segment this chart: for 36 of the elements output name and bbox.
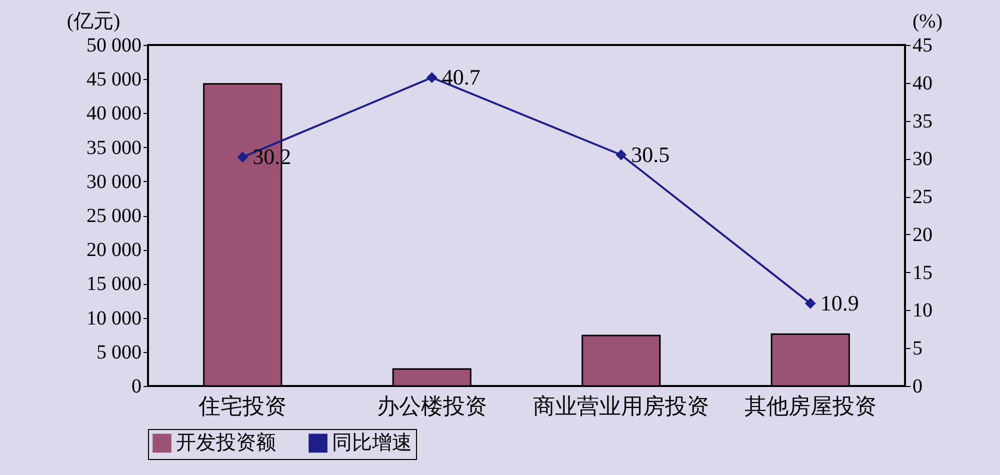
legend-label: 开发投资额 bbox=[176, 432, 276, 454]
data-label: 10.9 bbox=[820, 290, 859, 316]
y-axis-title: (亿元) bbox=[66, 10, 120, 32]
y-tick-label: 50 000 bbox=[86, 34, 142, 56]
y-tick-label: 20 000 bbox=[86, 239, 142, 262]
y-tick-label: 15 000 bbox=[86, 273, 142, 296]
x-tick-label: 商业营业用房投资 bbox=[533, 394, 710, 418]
point bbox=[804, 298, 816, 309]
legend-label: 同比增速 bbox=[332, 432, 412, 454]
y-tick-label: 30 000 bbox=[86, 170, 142, 193]
y2-tick-label: 10 bbox=[912, 300, 932, 322]
point bbox=[237, 152, 248, 163]
x-tick-label: 办公楼投资 bbox=[376, 394, 487, 418]
y-tick-label: 40 000 bbox=[86, 102, 142, 125]
y-tick-label: 10 000 bbox=[86, 307, 142, 330]
y2-tick-label: 30 bbox=[912, 148, 932, 170]
y-tick-label: 5 000 bbox=[96, 341, 142, 364]
y2-tick-label: 20 bbox=[912, 224, 932, 246]
y2-tick-label: 45 bbox=[912, 34, 932, 56]
y-tick-label: 0 bbox=[132, 376, 142, 398]
y-tick-label: 25 000 bbox=[86, 205, 142, 227]
y-tick-label: 35 000 bbox=[86, 136, 142, 159]
y2-tick-label: 5 bbox=[912, 338, 922, 360]
y2-tick-label: 40 bbox=[912, 72, 932, 94]
x-tick-label: 住宅投资 bbox=[198, 394, 287, 418]
y2-axis-title: (%) bbox=[912, 10, 942, 32]
y2-tick-label: 0 bbox=[912, 376, 922, 398]
data-label: 30.5 bbox=[631, 142, 670, 167]
point bbox=[616, 149, 627, 160]
point bbox=[426, 72, 438, 84]
y-tick-label: 45 000 bbox=[86, 68, 142, 91]
y2-tick-label: 25 bbox=[912, 186, 932, 208]
data-label: 40.7 bbox=[442, 64, 480, 90]
y2-tick-label: 15 bbox=[912, 262, 932, 284]
y2-tick-label: 35 bbox=[912, 110, 932, 132]
x-tick-label: 其他房屋投资 bbox=[744, 394, 876, 418]
